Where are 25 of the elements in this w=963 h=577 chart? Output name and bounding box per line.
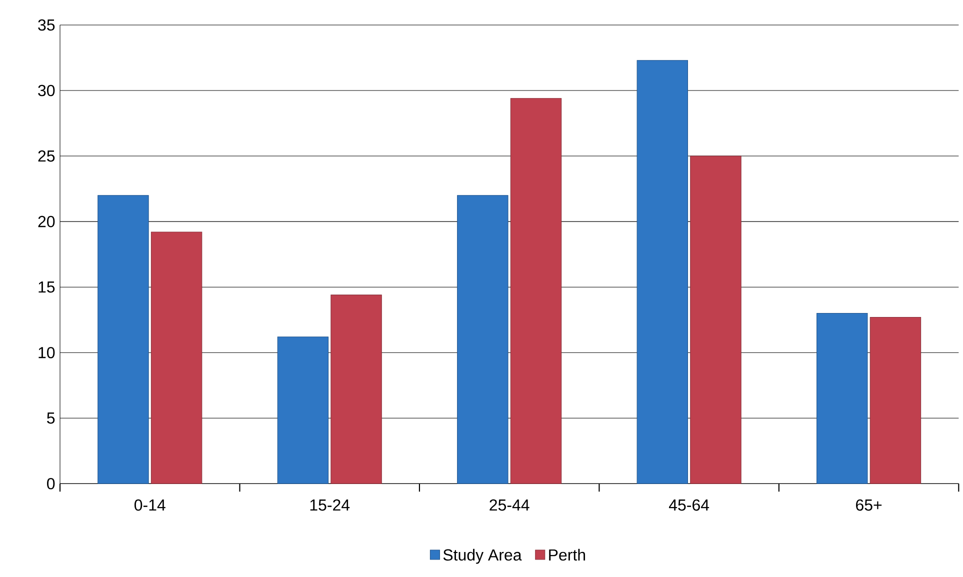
bar xyxy=(150,232,202,484)
bar xyxy=(510,98,562,484)
bar xyxy=(98,195,149,484)
x-tick-label: 45-64 xyxy=(668,499,710,511)
x-tick-label: 65+ xyxy=(856,499,882,511)
bar xyxy=(636,60,688,484)
y-tick-label: 25 xyxy=(38,150,55,162)
y-tick-label: 30 xyxy=(38,84,55,96)
bar xyxy=(330,294,382,484)
legend-label: Perth xyxy=(549,548,586,561)
x-tick-label: 25-44 xyxy=(490,499,530,511)
y-tick-label: 35 xyxy=(38,19,55,31)
y-tick-label: 0 xyxy=(47,478,55,490)
x-tick-label: 0-14 xyxy=(134,499,166,511)
x-tick-label: 15-24 xyxy=(310,499,350,511)
y-tick-label: 20 xyxy=(38,216,55,228)
bar xyxy=(690,156,742,484)
bar xyxy=(457,195,508,484)
bar xyxy=(277,336,329,484)
legend-label: Study Area xyxy=(443,548,522,564)
bar xyxy=(816,313,868,484)
y-tick-label: 5 xyxy=(47,412,55,424)
bar xyxy=(870,316,922,484)
y-tick-label: 15 xyxy=(38,282,55,293)
y-tick-label: 10 xyxy=(38,346,55,358)
